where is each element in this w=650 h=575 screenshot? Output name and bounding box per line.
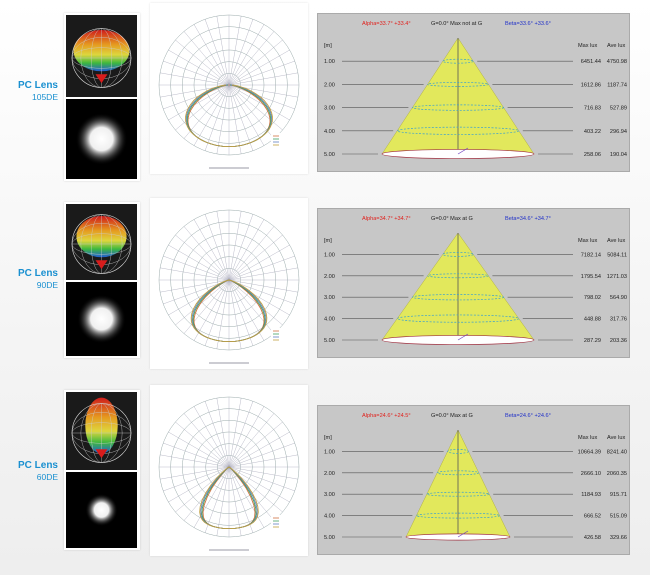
- light-spot-icon: [66, 99, 137, 179]
- max-lux-value: 448.88: [584, 317, 601, 323]
- distribution-thumbnails: [64, 13, 140, 181]
- ave-lux-value: 5084.11: [607, 252, 627, 258]
- max-lux-value: 7182.14: [581, 252, 601, 258]
- distance-value: 5.00: [324, 535, 335, 541]
- lens-label-3: PC Lens 60DE: [0, 460, 58, 483]
- ave-lux-value: 317.76: [610, 317, 627, 323]
- max-lux-header: Max lux: [578, 238, 597, 244]
- max-lux-value: 287.29: [584, 338, 601, 344]
- ave-lux-value: 2060.35: [607, 471, 627, 477]
- center-angle-label: G=0.0° Max at G: [431, 216, 473, 222]
- unit-label: [m]: [324, 238, 332, 244]
- lens-label-2: PC Lens 90DE: [0, 268, 58, 291]
- max-lux-header: Max lux: [578, 435, 597, 441]
- sphere-distribution-icon: [66, 204, 137, 280]
- unit-label: [m]: [324, 435, 332, 441]
- alpha-angle-label: Alpha=33.7° +33.4°: [362, 21, 411, 27]
- ave-lux-value: 515.09: [610, 514, 627, 520]
- beam-angle-diagram: Alpha=24.6° +24.5° G=0.0° Max at G Beta=24…: [317, 405, 630, 555]
- distance-value: 5.00: [324, 152, 335, 158]
- lens-name: PC Lens: [17, 80, 58, 91]
- max-lux-value: 1795.54: [581, 274, 601, 280]
- distribution-thumbnails: [64, 202, 140, 358]
- light-spot-icon: [66, 282, 137, 356]
- ave-lux-header: Ave lux: [607, 43, 625, 49]
- distance-value: 5.00: [324, 338, 335, 344]
- max-lux-value: 666.52: [584, 514, 601, 520]
- ave-lux-value: 190.04: [610, 152, 627, 158]
- ave-lux-value: 8241.40: [607, 449, 627, 455]
- distance-value: 4.00: [324, 317, 335, 323]
- max-lux-value: 1184.93: [581, 492, 601, 498]
- distance-value: 1.00: [324, 59, 335, 65]
- lens-code: 90DE: [36, 280, 58, 290]
- alpha-angle-label: Alpha=24.6° +24.5°: [362, 413, 411, 419]
- max-lux-value: 1612.86: [581, 82, 601, 88]
- ave-lux-value: 4750.98: [607, 59, 627, 65]
- ave-lux-header: Ave lux: [607, 238, 625, 244]
- max-lux-header: Max lux: [578, 43, 597, 49]
- lens-label-1: PC Lens 105DE: [0, 80, 58, 103]
- beta-angle-label: Beta=34.6° +34.7°: [505, 216, 551, 222]
- lens-code: 105DE: [32, 92, 58, 102]
- center-angle-label: G=0.0° Max at G: [431, 413, 473, 419]
- lens-name: PC Lens: [17, 460, 58, 471]
- lens-name: PC Lens: [17, 268, 58, 279]
- ave-lux-value: 329.66: [610, 535, 627, 541]
- ave-lux-value: 1271.03: [607, 274, 627, 280]
- beam-angle-diagram: Alpha=33.7° +33.4° G=0.0° Max not at G Bet…: [317, 13, 630, 172]
- distribution-thumbnails: [64, 390, 140, 550]
- distance-value: 3.00: [324, 295, 335, 301]
- max-lux-value: 10664.39: [578, 449, 601, 455]
- ave-lux-header: Ave lux: [607, 435, 625, 441]
- unit-label: [m]: [324, 43, 332, 49]
- distance-value: 3.00: [324, 106, 335, 112]
- beam-angle-diagram: Alpha=34.7° +34.7° G=0.0° Max at G Beta=34…: [317, 208, 630, 358]
- light-spot-icon: [66, 472, 137, 548]
- max-lux-value: 2666.10: [581, 471, 601, 477]
- distance-value: 4.00: [324, 129, 335, 135]
- beta-angle-label: Beta=24.6° +24.6°: [505, 413, 551, 419]
- ave-lux-value: 296.94: [610, 129, 627, 135]
- distance-value: 2.00: [324, 274, 335, 280]
- center-angle-label: G=0.0° Max not at G: [431, 21, 482, 27]
- polar-candela-chart: [150, 385, 308, 556]
- polar-candela-chart: [150, 198, 308, 369]
- ave-lux-value: 1187.74: [607, 82, 627, 88]
- beta-angle-label: Beta=33.6° +33.6°: [505, 21, 551, 27]
- distance-value: 4.00: [324, 514, 335, 520]
- max-lux-value: 6451.44: [581, 59, 601, 65]
- max-lux-value: 258.06: [584, 152, 601, 158]
- distance-value: 2.00: [324, 82, 335, 88]
- ave-lux-value: 915.71: [610, 492, 627, 498]
- max-lux-value: 403.22: [584, 129, 601, 135]
- distance-value: 1.00: [324, 449, 335, 455]
- sphere-distribution-icon: [66, 15, 137, 97]
- max-lux-value: 798.02: [584, 295, 601, 301]
- ave-lux-value: 564.90: [610, 295, 627, 301]
- ave-lux-value: 527.89: [610, 106, 627, 112]
- polar-candela-chart: [150, 3, 308, 174]
- alpha-angle-label: Alpha=34.7° +34.7°: [362, 216, 411, 222]
- lens-code: 60DE: [36, 472, 58, 482]
- distance-value: 1.00: [324, 252, 335, 258]
- sphere-distribution-icon: [66, 392, 137, 470]
- distance-value: 3.00: [324, 492, 335, 498]
- distance-value: 2.00: [324, 471, 335, 477]
- max-lux-value: 716.83: [584, 106, 601, 112]
- max-lux-value: 426.58: [584, 535, 601, 541]
- ave-lux-value: 203.36: [610, 338, 627, 344]
